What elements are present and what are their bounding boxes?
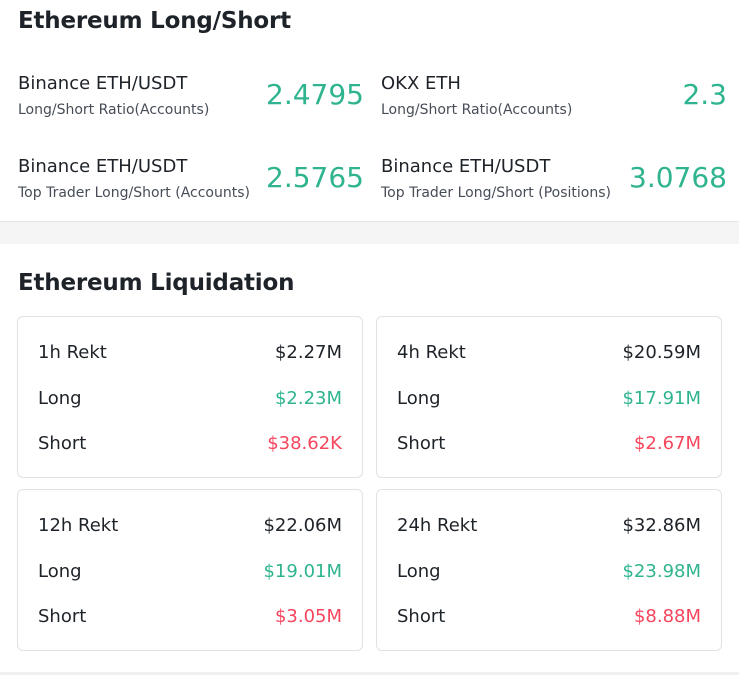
long-label: Long: [397, 388, 441, 409]
card-long-row: Long $2.23M: [38, 388, 342, 418]
liquidation-section: Ethereum Liquidation 1h Rekt $2.27M Long…: [0, 244, 739, 675]
ratio-binance-top-positions: Binance ETH/USDT Top Trader Long/Short (…: [381, 156, 727, 216]
ratio-sub: Top Trader Long/Short (Accounts): [18, 185, 250, 201]
ratio-binance-accounts: Binance ETH/USDT Long/Short Ratio(Accoun…: [18, 73, 364, 133]
liquidation-card-1h: 1h Rekt $2.27M Long $2.23M Short $38.62K: [17, 316, 363, 478]
short-label: Short: [397, 433, 446, 454]
short-value: $38.62K: [267, 433, 342, 454]
ratio-binance-top-accounts: Binance ETH/USDT Top Trader Long/Short (…: [18, 156, 364, 216]
liquidation-card-24h: 24h Rekt $32.86M Long $23.98M Short $8.8…: [376, 489, 722, 651]
long-label: Long: [38, 561, 82, 582]
short-label: Short: [38, 606, 87, 627]
ratio-sub: Long/Short Ratio(Accounts): [381, 102, 573, 118]
ratio-sub: Top Trader Long/Short (Positions): [381, 185, 611, 201]
long-short-title: Ethereum Long/Short: [18, 8, 291, 34]
ratio-value: 3.0768: [629, 161, 727, 194]
long-value: $2.23M: [274, 388, 342, 409]
ratio-value: 2.4795: [266, 78, 364, 111]
total-value: $32.86M: [622, 515, 701, 536]
ratio-name: OKX ETH: [381, 73, 461, 94]
ratio-value: 2.5765: [266, 161, 364, 194]
long-short-section: Ethereum Long/Short Binance ETH/USDT Lon…: [0, 0, 739, 221]
short-label: Short: [397, 606, 446, 627]
card-short-row: Short $38.62K: [38, 433, 342, 463]
total-value: $20.59M: [622, 342, 701, 363]
card-long-row: Long $19.01M: [38, 561, 342, 591]
card-total-row: 24h Rekt $32.86M: [397, 515, 701, 545]
long-value: $17.91M: [622, 388, 701, 409]
long-value: $19.01M: [263, 561, 342, 582]
card-long-row: Long $23.98M: [397, 561, 701, 591]
ratio-sub: Long/Short Ratio(Accounts): [18, 102, 210, 118]
period-label: 12h Rekt: [38, 515, 119, 536]
card-long-row: Long $17.91M: [397, 388, 701, 418]
ratio-name: Binance ETH/USDT: [381, 156, 551, 177]
ratio-okx-accounts: OKX ETH Long/Short Ratio(Accounts) 2.3: [381, 73, 727, 133]
section-divider: [0, 221, 739, 245]
period-label: 24h Rekt: [397, 515, 478, 536]
long-value: $23.98M: [622, 561, 701, 582]
card-short-row: Short $2.67M: [397, 433, 701, 463]
period-label: 4h Rekt: [397, 342, 466, 363]
liquidation-card-12h: 12h Rekt $22.06M Long $19.01M Short $3.0…: [17, 489, 363, 651]
card-short-row: Short $8.88M: [397, 606, 701, 636]
card-short-row: Short $3.05M: [38, 606, 342, 636]
short-value: $8.88M: [633, 606, 701, 627]
ratio-value: 2.3: [682, 78, 727, 111]
short-value: $3.05M: [274, 606, 342, 627]
long-label: Long: [397, 561, 441, 582]
bottom-divider: [0, 672, 739, 675]
card-total-row: 4h Rekt $20.59M: [397, 342, 701, 372]
card-total-row: 1h Rekt $2.27M: [38, 342, 342, 372]
card-total-row: 12h Rekt $22.06M: [38, 515, 342, 545]
ratio-name: Binance ETH/USDT: [18, 73, 188, 94]
period-label: 1h Rekt: [38, 342, 107, 363]
short-label: Short: [38, 433, 87, 454]
total-value: $2.27M: [274, 342, 342, 363]
long-label: Long: [38, 388, 82, 409]
liquidation-card-4h: 4h Rekt $20.59M Long $17.91M Short $2.67…: [376, 316, 722, 478]
liquidation-title: Ethereum Liquidation: [18, 270, 295, 296]
ratio-name: Binance ETH/USDT: [18, 156, 188, 177]
short-value: $2.67M: [633, 433, 701, 454]
total-value: $22.06M: [263, 515, 342, 536]
